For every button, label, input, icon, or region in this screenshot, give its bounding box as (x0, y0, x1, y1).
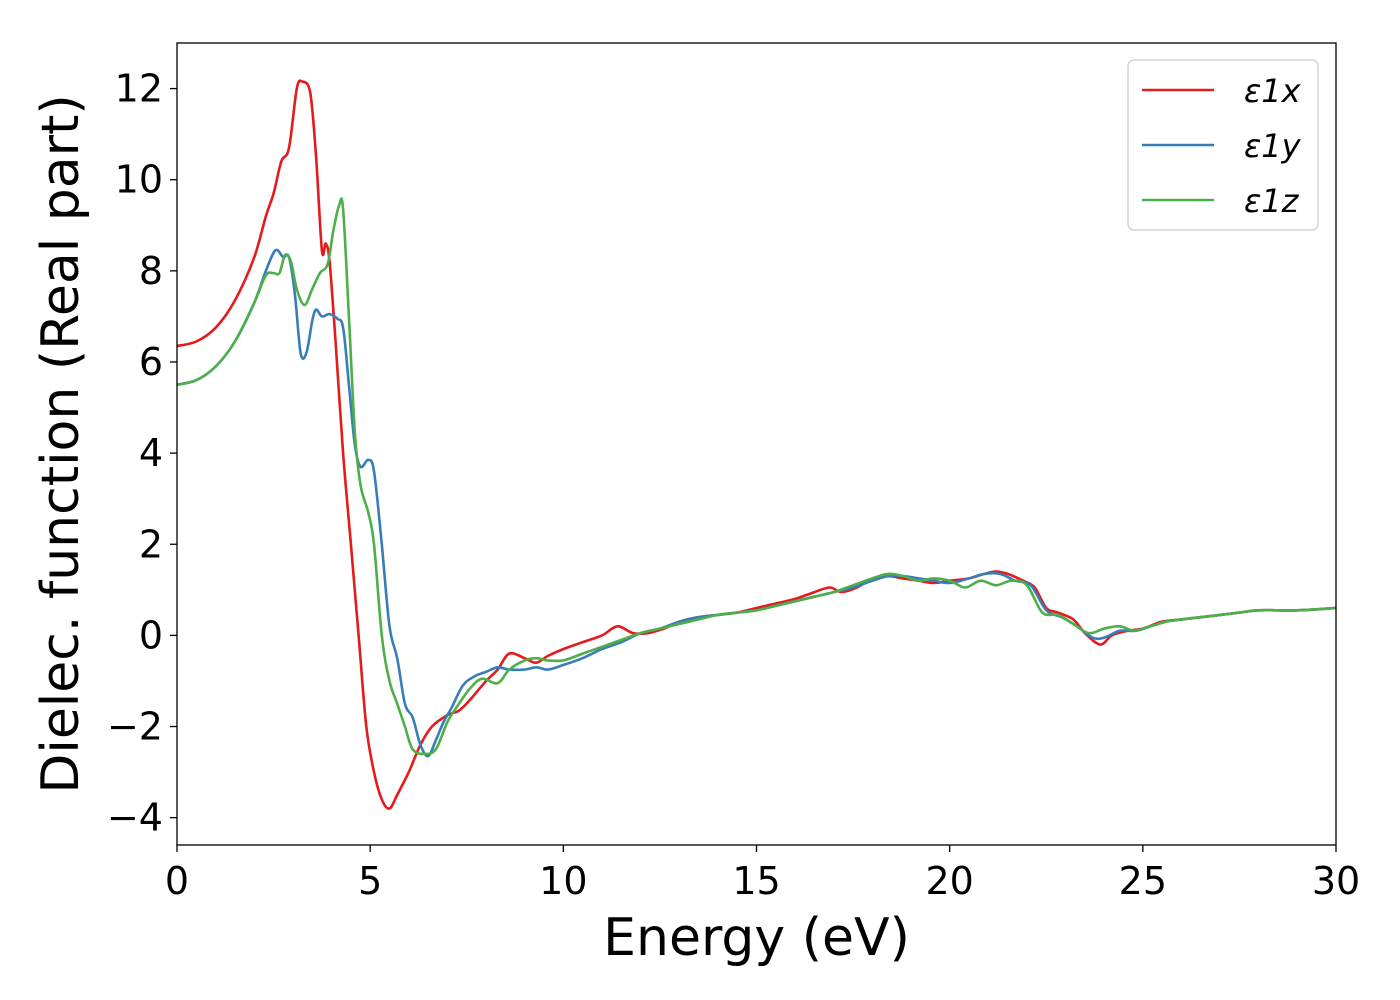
y-tick-label: −2 (107, 705, 163, 749)
legend-label-3: ε1z (1244, 182, 1300, 220)
y-tick-label: 6 (139, 340, 163, 384)
y-tick-label: 8 (139, 249, 163, 293)
y-axis-label: Dielec. function (Real part) (31, 94, 91, 793)
legend: ε1x ε1y ε1z (1127, 59, 1319, 231)
legend-label-2: ε1y (1244, 127, 1302, 165)
x-tick-label: 15 (732, 859, 780, 903)
x-tick-label: 0 (165, 859, 189, 903)
legend-box (1127, 59, 1319, 231)
x-tick-label: 20 (925, 859, 973, 903)
x-axis-label: Energy (eV) (603, 908, 910, 968)
x-tick-label: 25 (1119, 859, 1167, 903)
y-tick-label: −4 (107, 796, 163, 840)
y-tick-label: 0 (139, 613, 163, 657)
y-tick-label: 4 (139, 431, 163, 475)
y-tick-label: 2 (139, 522, 163, 566)
y-axis-ticks: −4 −2 0 2 4 6 8 10 12 (107, 67, 177, 840)
y-tick-label: 12 (115, 67, 163, 111)
x-axis-ticks: 0 5 10 15 20 25 30 (165, 845, 1360, 903)
x-tick-label: 10 (539, 859, 587, 903)
x-tick-label: 30 (1312, 859, 1360, 903)
series-layer (177, 79, 1336, 810)
series-line-3 (177, 197, 1336, 756)
y-tick-label: 10 (115, 158, 163, 202)
x-tick-label: 5 (358, 859, 382, 903)
legend-label-1: ε1x (1244, 72, 1302, 110)
series-line-1 (177, 79, 1336, 810)
